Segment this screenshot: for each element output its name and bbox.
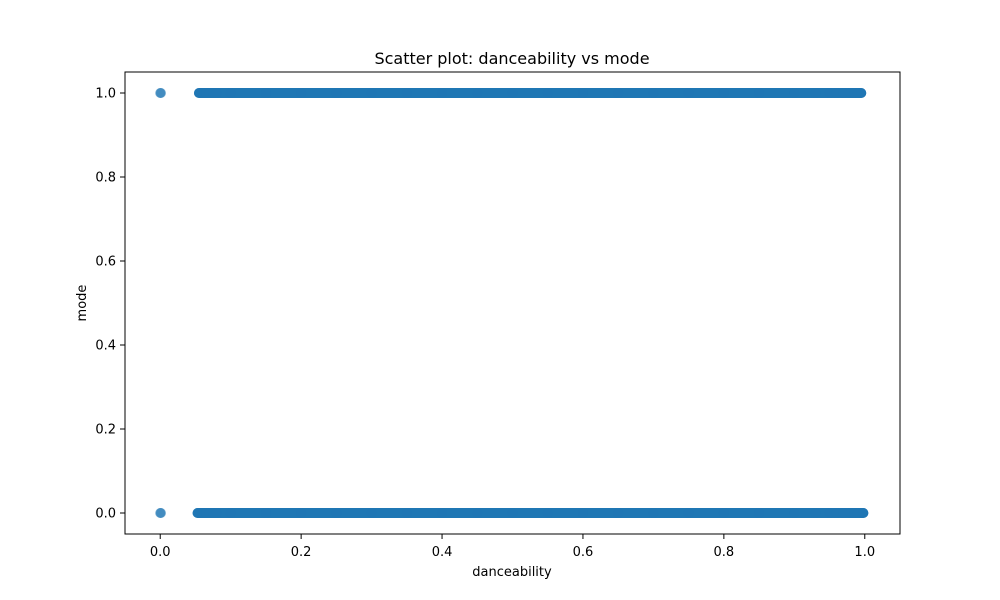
y-axis-ticks: 0.0 0.2 0.4 0.6 0.8 1.0 xyxy=(95,87,125,522)
scatter-point xyxy=(366,88,377,98)
scatter-point xyxy=(838,88,849,98)
y-tick-label: 1.0 xyxy=(95,87,116,102)
scatter-point xyxy=(831,508,842,518)
y-tick-label: 0.0 xyxy=(95,507,116,522)
scatter-point xyxy=(810,508,821,518)
scatter-point xyxy=(211,88,222,98)
scatter-point xyxy=(718,508,729,518)
scatter-point xyxy=(225,88,236,98)
scatter-point xyxy=(542,88,553,98)
scatter-point xyxy=(331,508,342,518)
y-axis-label: mode xyxy=(75,285,90,322)
x-tick-label: 0.2 xyxy=(291,545,312,560)
scatter-point xyxy=(437,88,448,98)
scatter-point xyxy=(648,508,659,518)
x-tick-label: 0.4 xyxy=(432,545,453,560)
scatter-point xyxy=(856,88,867,98)
y-tick-label: 0.2 xyxy=(95,423,116,438)
scatter-point xyxy=(648,88,659,98)
scatter-point xyxy=(810,88,821,98)
x-tick-label: 0.6 xyxy=(573,545,594,560)
y-tick-label: 0.8 xyxy=(95,171,116,186)
scatter-point xyxy=(507,88,518,98)
scatter-point xyxy=(260,88,271,98)
y-tick-label: 0.6 xyxy=(95,255,116,270)
scatter-point xyxy=(401,88,412,98)
scatter-point xyxy=(225,508,236,518)
scatter-bands xyxy=(192,88,869,518)
scatter-point xyxy=(437,508,448,518)
scatter-point xyxy=(296,88,307,98)
y-tick-label: 0.4 xyxy=(95,339,116,354)
scatter-point xyxy=(824,88,835,98)
scatter-point xyxy=(831,88,842,98)
plot-frame xyxy=(124,71,901,535)
chart-title: Scatter plot: danceability vs mode xyxy=(374,49,649,68)
scatter-point xyxy=(838,508,849,518)
scatter-point xyxy=(789,88,800,98)
scatter-point xyxy=(577,508,588,518)
scatter-point xyxy=(613,508,624,518)
scatter-points xyxy=(155,88,869,518)
scatter-point xyxy=(260,508,271,518)
scatter-point xyxy=(824,508,835,518)
x-tick-label: 0.8 xyxy=(714,545,735,560)
scatter-point xyxy=(507,508,518,518)
scatter-point xyxy=(401,508,412,518)
scatter-point xyxy=(754,508,765,518)
x-axis-label: danceability xyxy=(472,565,552,580)
scatter-point xyxy=(366,508,377,518)
scatter-point xyxy=(155,508,166,518)
scatter-point xyxy=(718,88,729,98)
x-axis-ticks: 0.0 0.2 0.4 0.6 0.8 1.0 xyxy=(150,534,875,560)
scatter-point xyxy=(211,508,222,518)
scatter-point xyxy=(296,508,307,518)
scatter-point xyxy=(331,88,342,98)
scatter-point xyxy=(542,508,553,518)
scatter-point xyxy=(472,88,483,98)
scatter-point xyxy=(683,508,694,518)
scatter-point xyxy=(858,508,869,518)
scatter-point xyxy=(683,88,694,98)
scatter-point xyxy=(613,88,624,98)
scatter-point xyxy=(789,508,800,518)
scatter-point xyxy=(754,88,765,98)
scatter-point xyxy=(155,88,166,98)
scatter-point xyxy=(472,508,483,518)
x-tick-label: 1.0 xyxy=(854,545,875,560)
scatter-point xyxy=(577,88,588,98)
x-tick-label: 0.0 xyxy=(150,545,171,560)
